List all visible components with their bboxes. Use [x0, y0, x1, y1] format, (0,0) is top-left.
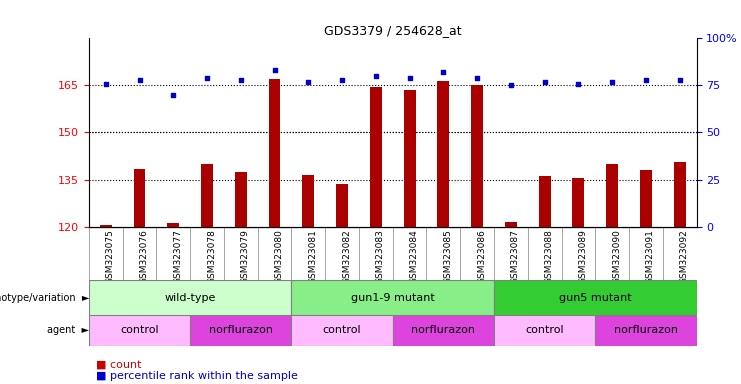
Text: control: control [120, 325, 159, 335]
Bar [201, 164, 213, 227]
Text: GSM323082: GSM323082 [342, 229, 351, 284]
Bar [100, 225, 112, 227]
Bar [133, 169, 145, 227]
Text: GSM323075: GSM323075 [106, 229, 115, 284]
Bar [190, 315, 291, 346]
Bar [595, 315, 697, 346]
Bar [674, 162, 685, 227]
Bar [393, 315, 494, 346]
Text: gun5 mutant: gun5 mutant [559, 293, 631, 303]
Text: GSM323092: GSM323092 [679, 229, 688, 284]
Bar [89, 315, 190, 346]
Bar [640, 170, 652, 227]
Point [539, 79, 551, 85]
Text: GSM323084: GSM323084 [410, 229, 419, 284]
Bar [505, 222, 516, 227]
Text: GSM323076: GSM323076 [139, 229, 148, 284]
Bar [494, 315, 595, 346]
Bar [302, 175, 314, 227]
Text: GSM323078: GSM323078 [207, 229, 216, 284]
Text: GSM323079: GSM323079 [241, 229, 250, 284]
Text: agent  ►: agent ► [47, 325, 89, 335]
Text: control: control [525, 325, 564, 335]
Text: control: control [323, 325, 362, 335]
Text: GSM323083: GSM323083 [376, 229, 385, 284]
Text: GSM323091: GSM323091 [646, 229, 655, 284]
Text: GSM323086: GSM323086 [477, 229, 486, 284]
Text: genotype/variation  ►: genotype/variation ► [0, 293, 89, 303]
Text: GSM323080: GSM323080 [275, 229, 284, 284]
Point [606, 79, 618, 85]
Point [133, 77, 145, 83]
Text: GSM323087: GSM323087 [511, 229, 520, 284]
Point [404, 75, 416, 81]
Point [674, 77, 685, 83]
Bar [89, 280, 291, 315]
Text: wild-type: wild-type [165, 293, 216, 303]
Bar [269, 79, 281, 227]
Title: GDS3379 / 254628_at: GDS3379 / 254628_at [324, 24, 462, 37]
Bar [539, 176, 551, 227]
Text: ■ percentile rank within the sample: ■ percentile rank within the sample [96, 371, 298, 381]
Bar [235, 172, 247, 227]
Point [100, 81, 112, 87]
Point [336, 77, 348, 83]
Text: GSM323090: GSM323090 [612, 229, 621, 284]
Point [167, 92, 179, 98]
Point [370, 73, 382, 79]
Text: norflurazon: norflurazon [614, 325, 678, 335]
Text: GSM323085: GSM323085 [443, 229, 452, 284]
Text: gun1-9 mutant: gun1-9 mutant [350, 293, 435, 303]
Bar [336, 184, 348, 227]
Point [302, 79, 314, 85]
Bar [573, 178, 585, 227]
Point [269, 67, 281, 73]
Bar [291, 315, 393, 346]
Text: ■ count: ■ count [96, 360, 142, 370]
Text: GSM323081: GSM323081 [308, 229, 317, 284]
Text: GSM323077: GSM323077 [173, 229, 182, 284]
Text: GSM323089: GSM323089 [579, 229, 588, 284]
Bar [494, 280, 697, 315]
Point [640, 77, 652, 83]
Bar [291, 280, 494, 315]
Point [505, 83, 516, 89]
Bar [370, 87, 382, 227]
Point [573, 81, 585, 87]
Bar [606, 164, 618, 227]
Text: norflurazon: norflurazon [209, 325, 273, 335]
Point [471, 75, 483, 81]
Bar [471, 85, 483, 227]
Point [235, 77, 247, 83]
Text: norflurazon: norflurazon [411, 325, 476, 335]
Point [201, 75, 213, 81]
Bar [437, 81, 449, 227]
Bar [404, 90, 416, 227]
Text: GSM323088: GSM323088 [545, 229, 554, 284]
Bar [167, 223, 179, 227]
Point [437, 69, 449, 75]
